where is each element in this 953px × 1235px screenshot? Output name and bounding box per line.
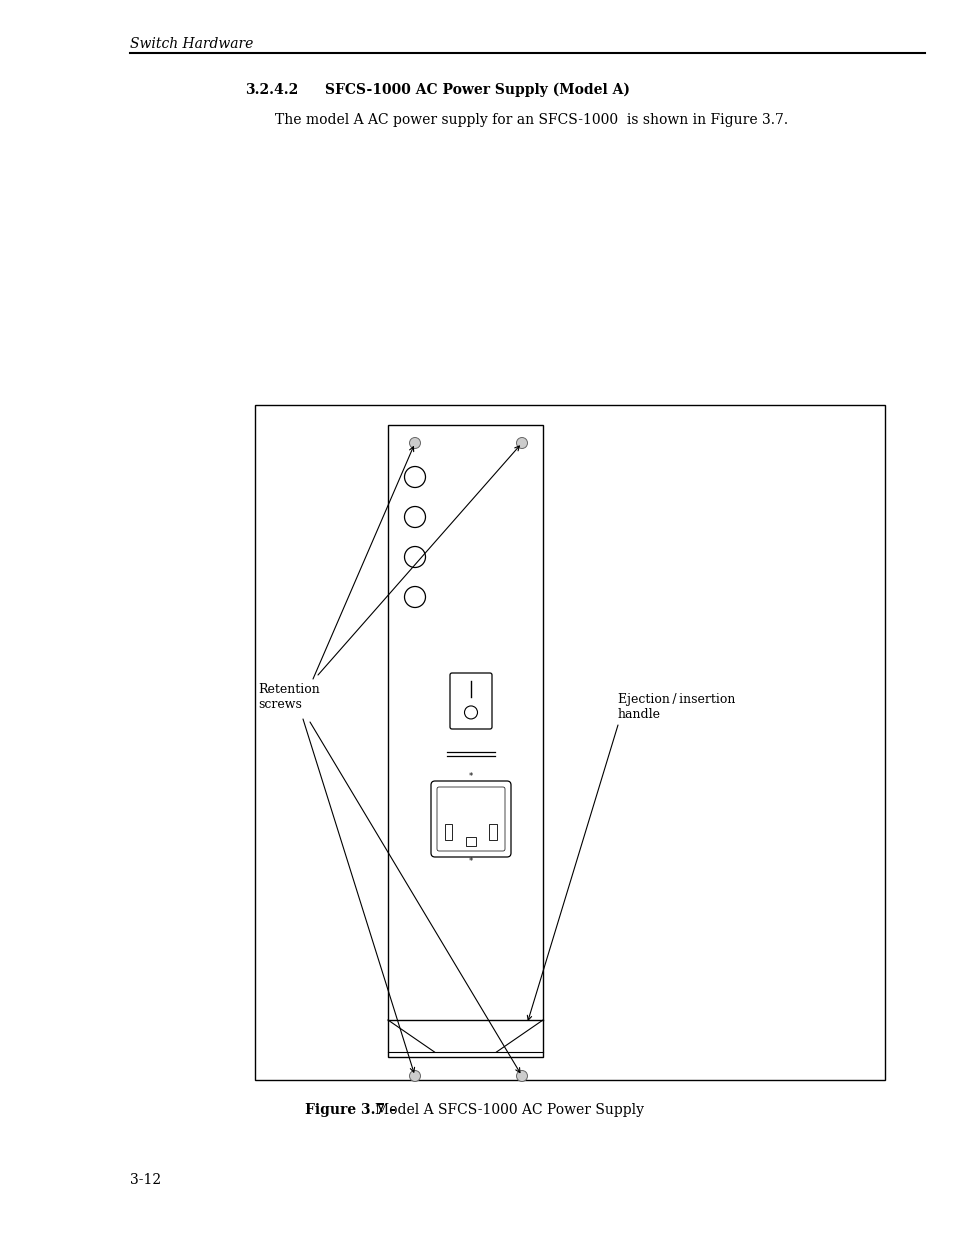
Bar [489, 824, 497, 840]
FancyBboxPatch shape [450, 673, 492, 729]
Circle shape [516, 1071, 527, 1082]
Text: SFCS-1000 AC Power Supply (Model A): SFCS-1000 AC Power Supply (Model A) [325, 83, 629, 98]
Circle shape [516, 437, 527, 448]
Circle shape [404, 587, 425, 608]
Bar [465, 837, 476, 846]
Text: 3.2.4.2: 3.2.4.2 [245, 83, 298, 98]
Text: The model A AC power supply for an SFCS-1000  is shown in Figure 3.7.: The model A AC power supply for an SFCS-… [274, 112, 787, 127]
Bar [444, 824, 452, 840]
Bar [254, 405, 884, 1079]
FancyBboxPatch shape [436, 787, 504, 851]
Text: 3-12: 3-12 [130, 1173, 161, 1187]
Circle shape [404, 467, 425, 488]
Circle shape [464, 706, 477, 719]
Text: Figure 3.7 -: Figure 3.7 - [305, 1103, 400, 1116]
Circle shape [404, 547, 425, 568]
Text: *: * [468, 772, 473, 781]
Text: Ejection / insertion
handle: Ejection / insertion handle [618, 693, 735, 721]
Text: Retention
screws: Retention screws [257, 683, 319, 711]
Circle shape [404, 506, 425, 527]
Circle shape [409, 437, 420, 448]
FancyBboxPatch shape [431, 781, 511, 857]
Text: Switch Hardware: Switch Hardware [130, 37, 253, 51]
Text: *: * [468, 857, 473, 866]
Text: Model A SFCS-1000 AC Power Supply: Model A SFCS-1000 AC Power Supply [375, 1103, 643, 1116]
Circle shape [409, 1071, 420, 1082]
Bar [388, 425, 542, 1057]
